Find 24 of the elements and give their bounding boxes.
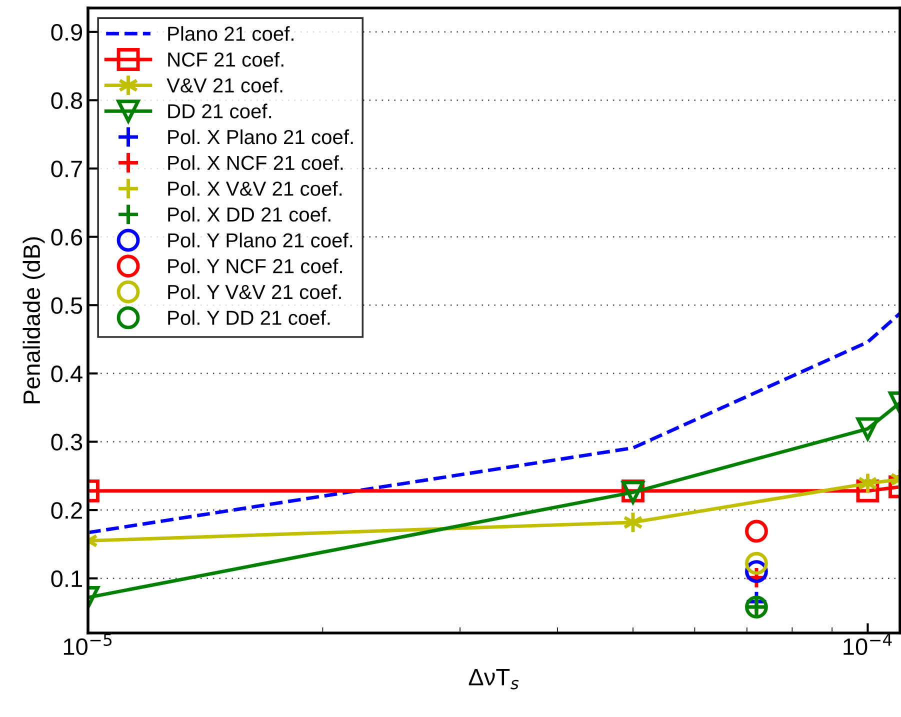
legend-label: Pol. Y Plano 21 coef.: [168, 232, 352, 248]
y-tick-label: 0.4: [51, 366, 82, 382]
legend-label: Pol. Y NCF 21 coef.: [168, 258, 342, 274]
legend-label: V&V 21 coef.: [166, 78, 282, 93]
legend-label: Pol. X V&V 21 coef.: [168, 181, 342, 196]
legend-label: Pol. X Plano 21 coef.: [168, 129, 353, 144]
legend-label: Pol. Y DD 21 coef.: [168, 310, 330, 325]
legend-label: Pol. Y V&V 21 coef.: [168, 284, 341, 300]
legend-label: DD 21 coef.: [168, 104, 272, 118]
y-tick-label: 0.5: [51, 297, 82, 314]
y-tick-label: 0.7: [51, 160, 82, 178]
y-tick-label: 0.9: [51, 24, 82, 41]
y-tick-label: 0.2: [51, 502, 82, 519]
y-tick-label: 0.1: [51, 570, 82, 588]
legend-label: Plano 21 coef.: [168, 26, 294, 41]
legend-label: Pol. X DD 21 coef.: [168, 206, 330, 222]
x-axis-title: ΔνT$_{s}$: [468, 669, 519, 690]
legend-label: NCF 21 coef.: [168, 52, 284, 67]
x-tick-label: 10$^{−4}$: [844, 634, 892, 656]
y-tick-label: 0.3: [51, 434, 82, 451]
y-axis-title: Penalidade (dB): [22, 237, 45, 404]
y-tick-label: 0.6: [51, 228, 82, 246]
legend-label: Pol. X NCF 21 coef.: [168, 155, 343, 170]
y-tick-label: 0.8: [51, 92, 82, 109]
